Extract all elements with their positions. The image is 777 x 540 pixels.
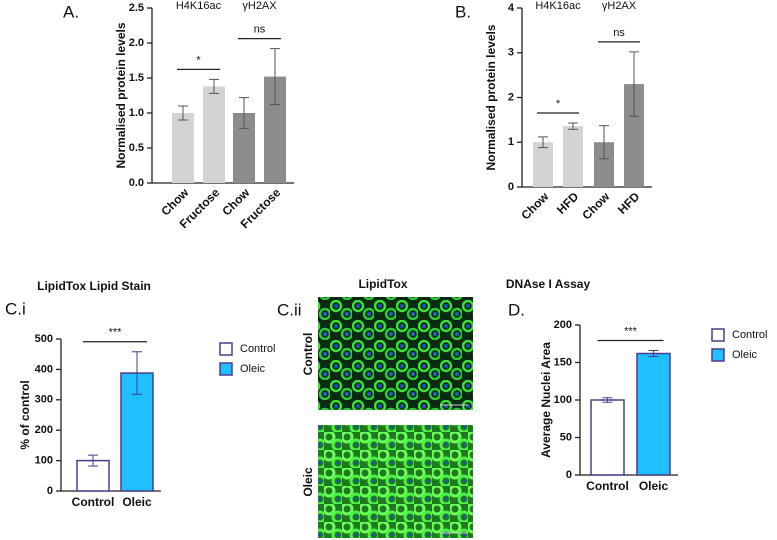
group-label: H4K16ac: [535, 0, 581, 12]
panel-label: A.: [63, 2, 79, 21]
y-tick-label: 4: [508, 2, 515, 14]
y-axis-label: Normalised protein levels: [484, 24, 498, 170]
bar: [233, 113, 255, 183]
y-tick-label: 1: [508, 136, 514, 148]
y-axis-label: Average Nuclei Area: [539, 342, 553, 458]
image-panel: LipidTox C.ii Control Oleic: [277, 277, 473, 538]
x-tick-label: Control: [72, 495, 115, 509]
y-tick-label: 100: [35, 455, 53, 467]
y-tick-label: 2.0: [129, 37, 144, 49]
y-tick-label: 300: [35, 394, 53, 406]
y-tick-label: 0: [47, 485, 53, 497]
significance-label: ***: [109, 327, 123, 339]
x-tick-label: Chow: [579, 189, 612, 222]
panel-label: D.: [508, 300, 525, 319]
bar: [563, 126, 583, 187]
significance-label: *: [556, 98, 561, 110]
legend-swatch: [711, 348, 725, 362]
x-tick-label: Control: [586, 479, 629, 493]
chart-title: LipidTox Lipid Stain: [37, 279, 151, 293]
x-tick-label: Oleic: [122, 495, 152, 509]
significance-label: ns: [613, 27, 625, 39]
y-tick-label: 100: [554, 394, 572, 406]
legend-label: Control: [732, 329, 767, 341]
legend-label: Control: [240, 343, 275, 355]
legend-label: Oleic: [240, 363, 266, 375]
row-label: Oleic: [301, 467, 315, 497]
y-tick-label: 150: [554, 356, 572, 368]
panel-label: C.i: [5, 299, 26, 318]
significance-label: ***: [624, 325, 638, 337]
bar: [172, 113, 194, 183]
y-tick-label: 200: [35, 424, 53, 436]
y-tick-label: 500: [35, 333, 53, 345]
bar: [636, 352, 671, 476]
bar: [624, 84, 644, 187]
legend-label: Oleic: [732, 349, 758, 361]
y-axis-label: % of control: [18, 380, 32, 449]
x-tick-label: HFD: [554, 189, 582, 217]
y-tick-label: 50: [560, 431, 572, 443]
bar: [590, 399, 625, 476]
y-tick-label: 200: [554, 319, 572, 331]
legend-swatch: [219, 342, 233, 356]
micrograph: [318, 297, 473, 410]
micrograph: [318, 425, 473, 538]
x-tick-label: Chow: [518, 189, 551, 222]
x-tick-label: Oleic: [639, 479, 669, 493]
y-tick-label: 0.0: [129, 177, 144, 189]
y-tick-label: 1.0: [129, 107, 144, 119]
y-tick-label: 2.5: [129, 2, 144, 14]
group-label: γH2AX: [242, 0, 277, 12]
y-tick-label: 0.5: [129, 142, 144, 154]
row-label: Control: [301, 333, 315, 376]
y-tick-label: 2: [508, 91, 514, 103]
x-tick-label: HFD: [615, 189, 643, 217]
y-tick-label: 0: [566, 469, 572, 481]
panel-label: C.ii: [277, 300, 302, 319]
bar: [533, 142, 553, 187]
y-tick-label: 400: [35, 363, 53, 375]
chart-title: DNAse I Assay: [506, 277, 591, 291]
legend-swatch: [711, 328, 725, 342]
legend-swatch: [219, 362, 233, 376]
significance-label: ns: [254, 24, 266, 36]
bar: [203, 86, 225, 183]
panel-title: LipidTox: [358, 277, 407, 291]
bar: [594, 142, 614, 187]
y-tick-label: 0: [508, 181, 514, 193]
group-label: γH2AX: [602, 0, 637, 12]
y-tick-label: 1.5: [129, 72, 144, 84]
bar: [264, 76, 286, 183]
y-tick-label: 3: [508, 47, 514, 59]
y-axis-label: Normalised protein levels: [114, 22, 128, 168]
significance-label: *: [196, 54, 201, 66]
panel-label: B.: [455, 2, 471, 21]
group-label: H4K16ac: [176, 0, 222, 12]
